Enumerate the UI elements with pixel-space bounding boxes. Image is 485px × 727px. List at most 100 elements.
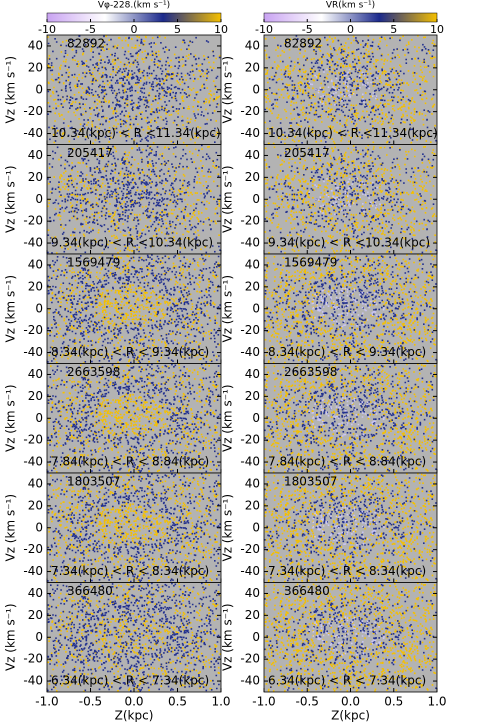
- y-tick-label: 20: [245, 279, 260, 293]
- y-tick-label: 40: [28, 257, 43, 271]
- y-tick-label: -40: [23, 674, 43, 688]
- y-tick-label: 0: [252, 192, 260, 206]
- y-tick-label: -40: [240, 236, 260, 250]
- y-axis-label: Vz (km s⁻¹): [4, 165, 18, 233]
- y-tick-label: 40: [28, 476, 43, 490]
- y-tick-label: -40: [23, 236, 43, 250]
- colorbar-tick-label: -5: [302, 23, 313, 36]
- y-tick-label: -40: [23, 126, 43, 140]
- colorbar-tick-label: 0: [131, 23, 138, 36]
- y-tick-label: 0: [252, 520, 260, 534]
- density-texture: [47, 254, 221, 364]
- y-tick-label: 0: [35, 82, 43, 96]
- panel-region: 10.34(kpc) < R <11.34(kpc): [268, 126, 438, 140]
- y-tick-label: 0: [35, 630, 43, 644]
- y-tick-label: -40: [23, 455, 43, 469]
- y-axis-label: Vz (km s⁻¹): [221, 275, 235, 343]
- panel-count: 1569479: [284, 256, 337, 270]
- y-tick-label: 20: [28, 279, 43, 293]
- x-tick-label: 0.0: [124, 695, 143, 709]
- y-tick-label: 40: [245, 38, 260, 52]
- x-tick-label: -0.5: [296, 695, 319, 709]
- x-axis-label: Z(kpc): [331, 709, 370, 723]
- density-texture: [47, 144, 221, 254]
- y-tick-label: 20: [245, 498, 260, 512]
- y-axis-label: Vz (km s⁻¹): [4, 603, 18, 671]
- panel-count: 205417: [67, 146, 113, 160]
- colorbar-label: Vφ-228.(km s⁻¹): [98, 1, 170, 11]
- panel-count: 366480: [284, 584, 330, 598]
- panel-region: 8.34(kpc) < R < 9.34(kpc): [51, 345, 209, 359]
- density-texture: [47, 473, 221, 583]
- x-tick-label: 0.0: [341, 695, 360, 709]
- y-tick-label: 20: [28, 170, 43, 184]
- density-texture: [264, 582, 437, 692]
- y-tick-label: -40: [240, 455, 260, 469]
- panel-region: 8.34(kpc) < R < 9.34(kpc): [268, 345, 426, 359]
- panel-count: 2663598: [67, 365, 120, 379]
- colorbar-tick-label: -5: [85, 23, 96, 36]
- y-axis-label: Vz (km s⁻¹): [4, 494, 18, 562]
- panel-region: 9.34(kpc) < R <10.34(kpc): [51, 236, 213, 250]
- y-tick-label: 20: [28, 608, 43, 622]
- y-tick-label: -20: [23, 542, 43, 556]
- y-tick-label: -20: [23, 433, 43, 447]
- y-axis-label: Vz (km s⁻¹): [221, 603, 235, 671]
- y-tick-label: -40: [240, 674, 260, 688]
- panel-count: 366480: [67, 584, 113, 598]
- density-texture: [308, 177, 381, 217]
- density-texture: [47, 582, 221, 692]
- y-axis-label: Vz (km s⁻¹): [4, 384, 18, 452]
- y-tick-label: -20: [23, 104, 43, 118]
- y-tick-label: 0: [35, 411, 43, 425]
- y-tick-label: 20: [28, 389, 43, 403]
- panel-region: 7.34(kpc) < R < 8.34(kpc): [51, 564, 209, 578]
- y-tick-label: 0: [252, 82, 260, 96]
- density-texture: [264, 583, 437, 691]
- y-tick-label: 20: [245, 608, 260, 622]
- x-tick-label: 1.0: [211, 695, 230, 709]
- panel-region: 7.34(kpc) < R < 8.34(kpc): [268, 564, 426, 578]
- density-texture: [264, 35, 436, 145]
- density-texture: [308, 287, 385, 328]
- y-tick-label: 40: [28, 38, 43, 52]
- y-tick-label: -20: [240, 104, 260, 118]
- y-tick-label: -20: [240, 323, 260, 337]
- density-texture: [264, 144, 437, 254]
- y-tick-label: -40: [240, 126, 260, 140]
- x-tick-label: 1.0: [427, 695, 446, 709]
- panel-region: 7.84(kpc) < R < 8.84(kpc): [268, 455, 426, 469]
- y-axis-label: Vz (km s⁻¹): [4, 275, 18, 343]
- y-tick-label: 40: [28, 367, 43, 381]
- y-tick-label: 20: [245, 60, 260, 74]
- y-tick-label: 20: [28, 60, 43, 74]
- density-texture: [47, 363, 221, 473]
- x-tick-label: -1.0: [35, 695, 58, 709]
- colorbar-label: VR(km s⁻¹): [326, 1, 375, 11]
- x-tick-label: -1.0: [252, 695, 275, 709]
- panel-region: 6.34(kpc) < R < 7.34(kpc): [268, 674, 426, 688]
- x-tick-label: -0.5: [79, 695, 102, 709]
- panel-count: 82892: [284, 37, 322, 51]
- colorbar-tick-label: 5: [390, 23, 397, 36]
- density-texture: [308, 506, 385, 546]
- y-tick-label: -20: [240, 652, 260, 666]
- colorbar-tick-label: 5: [174, 23, 181, 36]
- y-tick-label: 0: [252, 630, 260, 644]
- y-tick-label: 40: [245, 257, 260, 271]
- y-tick-label: 0: [252, 301, 260, 315]
- y-tick-label: 20: [28, 498, 43, 512]
- y-tick-label: 40: [28, 148, 43, 162]
- y-tick-label: 20: [245, 170, 260, 184]
- y-tick-label: 0: [35, 520, 43, 534]
- panel-count: 82892: [67, 37, 105, 51]
- y-tick-label: 20: [245, 389, 260, 403]
- y-tick-label: 40: [245, 148, 260, 162]
- y-tick-label: 40: [245, 586, 260, 600]
- density-texture: [264, 254, 437, 363]
- y-tick-label: -20: [240, 214, 260, 228]
- panel-region: 7.84(kpc) < R < 8.84(kpc): [51, 455, 209, 469]
- y-tick-label: 40: [28, 586, 43, 600]
- panel-count: 2663598: [284, 365, 337, 379]
- colorbar-tick-label: -10: [38, 23, 56, 36]
